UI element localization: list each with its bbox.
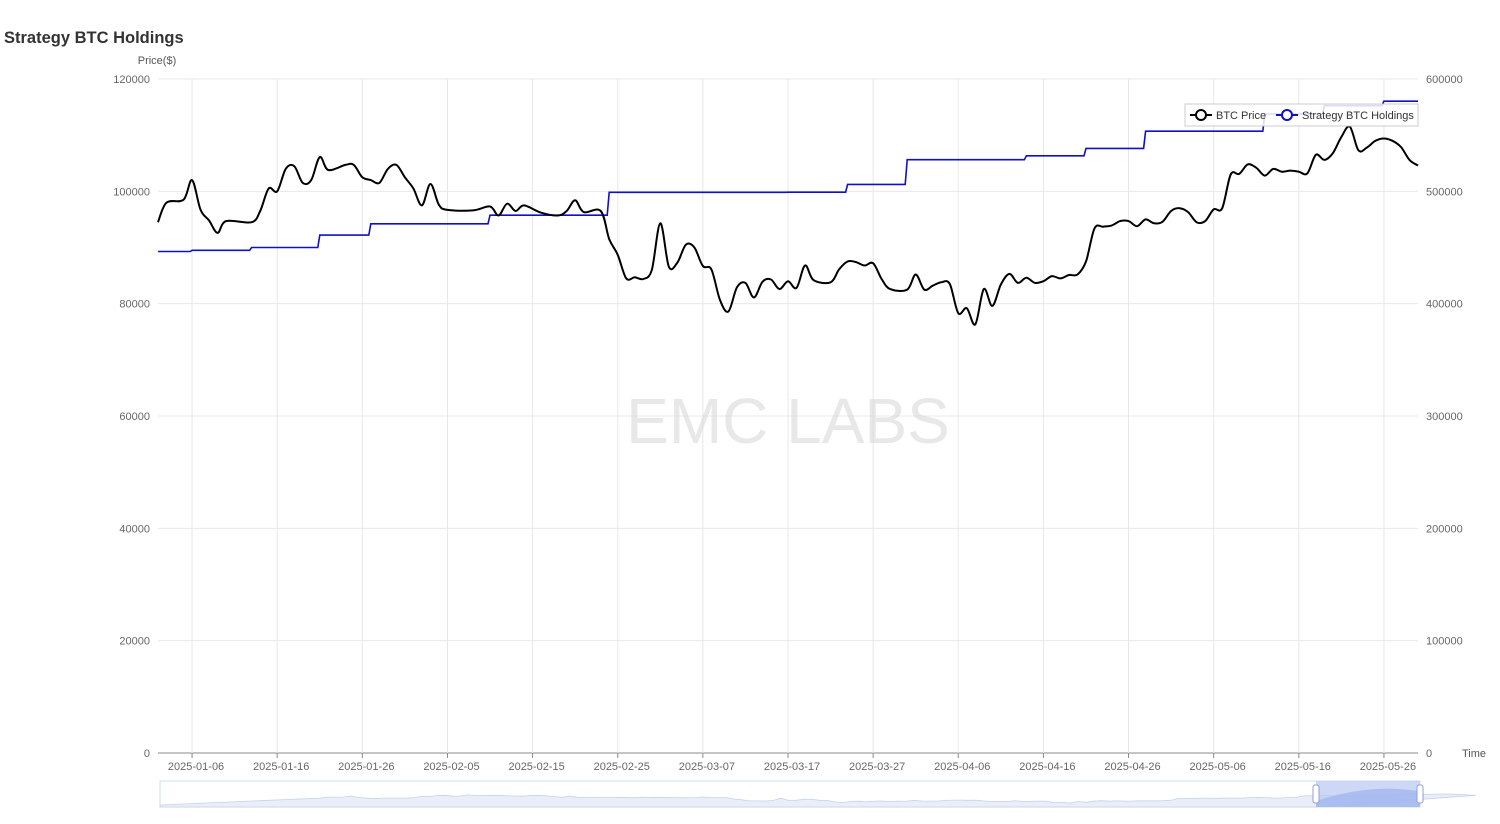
- x-tick-label: 2025-05-26: [1360, 761, 1416, 773]
- x-tick-label: 2025-01-16: [253, 761, 309, 773]
- zoom-handle-right[interactable]: [1416, 784, 1424, 804]
- y-left-tick-label: 100000: [113, 186, 150, 198]
- y-left-tick-label: 120000: [113, 74, 150, 86]
- x-tick-label: 2025-02-05: [423, 761, 479, 773]
- x-tick-label: 2025-04-06: [934, 761, 990, 773]
- legend-swatch-marker: [1281, 109, 1293, 121]
- grid-lines: [158, 78, 1418, 754]
- legend-box: [1184, 103, 1419, 127]
- x-tick-label: 2025-04-26: [1104, 761, 1160, 773]
- y-left-tick-label: 0: [144, 748, 150, 760]
- y-right-tick-label: 500000: [1426, 186, 1463, 198]
- y-left-tick-label: 80000: [119, 299, 150, 311]
- x-tick-label: 2025-03-27: [849, 761, 905, 773]
- x-tick-label: 2025-02-25: [594, 761, 650, 773]
- y-right-tick-label: 300000: [1426, 411, 1463, 423]
- legend-label: BTC Price: [1216, 110, 1266, 122]
- legend-swatch-marker: [1195, 109, 1207, 121]
- y-right-tick-label: 600000: [1426, 74, 1463, 86]
- y-right-tick-label: 400000: [1426, 299, 1463, 311]
- y-left-tick-label: 20000: [119, 636, 150, 648]
- legend-label: Strategy BTC Holdings: [1302, 110, 1414, 122]
- x-tick-label: 2025-03-07: [679, 761, 735, 773]
- y-left-axis-name: Price($): [138, 55, 177, 67]
- x-tick-label: 2025-05-06: [1190, 761, 1246, 773]
- x-tick-label: 2025-01-06: [168, 761, 224, 773]
- y-right-tick-label: 200000: [1426, 523, 1463, 535]
- chart-title: Strategy BTC Holdings: [4, 29, 184, 47]
- y-left-tick-label: 60000: [119, 411, 150, 423]
- x-tick-label: 2025-01-26: [338, 761, 394, 773]
- y-left-tick-label: 40000: [119, 523, 150, 535]
- y-right-tick-label: 100000: [1426, 636, 1463, 648]
- zoom-handle-left[interactable]: [1312, 784, 1320, 804]
- y-right-tick-label: 0: [1426, 748, 1432, 760]
- x-tick-label: 2025-02-15: [508, 761, 564, 773]
- price-series-line: [157, 125, 1419, 326]
- x-tick-label: 2025-04-16: [1019, 761, 1075, 773]
- zoom-overview-area: [159, 792, 1477, 808]
- zoom-selection-area: [1316, 788, 1420, 807]
- axes: 0 20000 40000 60000 80000 100000 120000 0 100000…: [113, 55, 1486, 773]
- x-axis-name: Time: [1462, 748, 1486, 760]
- x-tick-label: 2025-05-16: [1275, 761, 1331, 773]
- legend: BTC Price Strategy BTC Holdings: [1184, 103, 1419, 127]
- watermark: EMC LABS: [626, 385, 950, 457]
- data-zoom-slider[interactable]: [159, 780, 1477, 808]
- x-tick-label: 2025-03-17: [764, 761, 820, 773]
